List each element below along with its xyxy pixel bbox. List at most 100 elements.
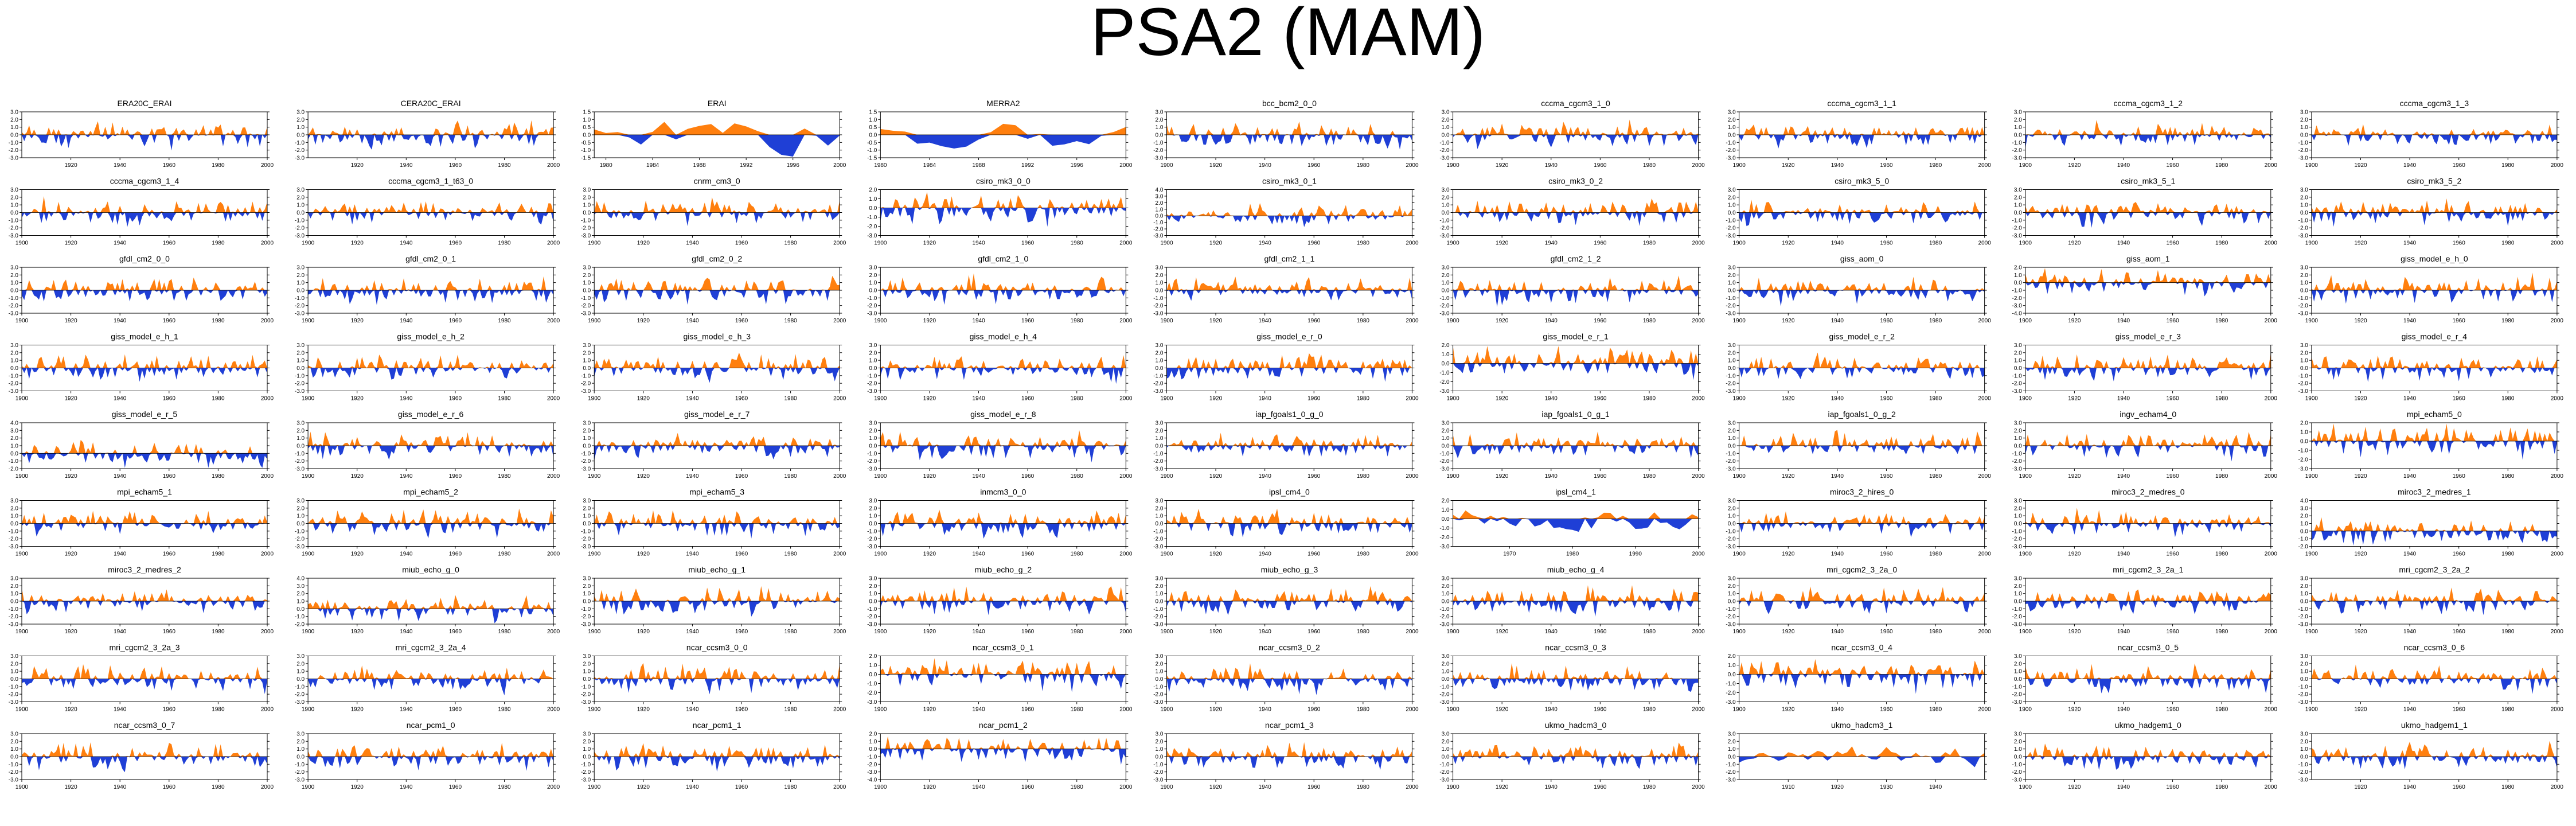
x-tick-label: 1996: [1071, 162, 1084, 169]
x-tick-label: 2000: [2265, 707, 2278, 713]
x-tick-label: 1980: [1929, 240, 1942, 247]
negative-area: [2025, 523, 2271, 537]
y-tick-label: 1.0: [1156, 513, 1164, 520]
negative-area: [594, 601, 840, 617]
y-tick-label: -3.0: [1726, 777, 1736, 784]
x-tick-label: 1920: [2068, 162, 2081, 169]
y-tick-label: 2.0: [2300, 117, 2308, 123]
y-tick-label: 0.0: [1156, 521, 1164, 527]
y-tick-label: 0.0: [583, 599, 591, 605]
panel-cccma_cgcm3_1_0: cccma_cgcm3_1_03.02.01.00.0-1.0-2.0-3.01…: [1439, 99, 1705, 169]
panel-title: mri_cgcm2_3_2a_0: [1826, 565, 1897, 574]
y-tick-label: 1.0: [583, 669, 591, 675]
x-tick-label: 1900: [874, 551, 887, 558]
panel-miroc3_2_medres_2: miroc3_2_medres_2 3.02.01.0 0.0-1.0-2.0 -3.…: [9, 565, 274, 635]
x-tick-label: 2000: [1119, 318, 1133, 324]
x-tick-label: 1960: [1021, 551, 1035, 558]
x-tick-label: 1960: [1021, 240, 1035, 247]
x-tick-label: 1960: [1307, 318, 1321, 324]
y-tick-label: -2.0: [2298, 614, 2309, 620]
x-tick-label: 1980: [1357, 318, 1370, 324]
x-tick-label: 1900: [2305, 551, 2319, 558]
y-tick-label: -2.0: [2012, 614, 2023, 620]
x-tick-label: 1940: [972, 707, 985, 713]
panel-cccma_cgcm3_1_2: cccma_cgcm3_1_23.02.01.00.0-1.0-2.0-3.01…: [2012, 99, 2278, 169]
y-tick-label: -3.0: [581, 466, 591, 473]
y-tick-label: 3.0: [10, 428, 18, 434]
x-tick-label: 1980: [2501, 240, 2515, 247]
panel-giss_model_e_r_4: giss_model_e_r_4 3.02.0 1.00.0-1.0 -2.0-3.0…: [2298, 332, 2564, 402]
panel-title: giss_model_e_r_2: [1829, 332, 1895, 341]
x-tick-label: 1960: [1021, 473, 1035, 480]
y-tick-label: 0.0: [2300, 439, 2308, 445]
y-tick-label: 0.0: [869, 746, 877, 753]
negative-area: [1166, 368, 1412, 382]
y-tick-label: -2.0: [1439, 303, 1450, 309]
x-tick-label: 1900: [588, 551, 601, 558]
x-tick-label: 1992: [1021, 162, 1035, 169]
negative-area: [2025, 368, 2271, 381]
x-tick-label: 2000: [2265, 396, 2278, 402]
y-tick-label: 2.0: [10, 505, 18, 512]
panel-giss_model_e_r_6: giss_model_e_r_6 3.02.01.00.0-1.0-2.0-3.0…: [295, 410, 560, 480]
negative-area: [594, 135, 840, 157]
x-tick-label: 1980: [1071, 318, 1084, 324]
x-tick-label: 1920: [64, 318, 77, 324]
negative-area: [1739, 523, 1985, 537]
panel-giss_model_e_h_2: giss_model_e_h_2 3.02.0 1.00.0-1.0 -2.0-3.0…: [295, 332, 560, 402]
y-tick-label: 3.0: [1442, 576, 1450, 582]
y-tick-label: -2.0: [2012, 769, 2023, 776]
panel-ukmo_hadgem1_0: ukmo_hadgem1_03.02.01.00.0-1.0-2.0-3.019…: [2012, 720, 2278, 790]
y-tick-label: -1.0: [295, 373, 305, 379]
negative-area: [1166, 446, 1412, 457]
panel-csiro_mk3_5_0: csiro_mk3_5_0 3.02.01.00.0-1.0-2.0-3.0190…: [1726, 177, 1991, 247]
y-tick-label: 3.0: [869, 576, 877, 582]
x-tick-label: 1980: [784, 629, 797, 635]
negative-area: [2311, 135, 2557, 146]
x-tick-label: 1920: [64, 551, 77, 558]
x-tick-label: 1940: [400, 396, 413, 402]
y-tick-label: 0.0: [1442, 754, 1450, 761]
y-tick-label: -1.0: [9, 762, 19, 768]
y-tick-label: -1.0: [1153, 140, 1164, 146]
panel-title: csiro_mk3_0_1: [1262, 177, 1317, 186]
y-tick-label: -3.0: [2298, 466, 2309, 473]
y-tick-label: -3.0: [1153, 622, 1164, 628]
x-tick-label: 1900: [2305, 629, 2319, 635]
y-tick-label: 0.0: [1442, 443, 1450, 450]
plot-frame: [1453, 345, 1699, 391]
y-tick-label: -1.0: [2298, 140, 2309, 146]
x-tick-label: 1920: [64, 473, 77, 480]
y-tick-label: 0.0: [296, 288, 305, 294]
x-tick-label: 1920: [923, 318, 936, 324]
y-tick-label: 1.0: [2300, 202, 2308, 209]
x-tick-label: 1920: [1209, 240, 1223, 247]
y-tick-label: 1.0: [296, 746, 305, 753]
x-tick-label: 1960: [1880, 162, 1893, 169]
y-tick-label: 0.0: [583, 133, 591, 139]
x-tick-label: 1996: [787, 162, 800, 169]
y-tick-label: -1.0: [1439, 525, 1450, 532]
y-tick-label: 2.0: [2300, 194, 2308, 201]
y-tick-label: 2.0: [869, 272, 877, 279]
x-tick-label: 1920: [2354, 473, 2367, 480]
x-tick-label: 1980: [1643, 629, 1656, 635]
panel-cccma_cgcm3_1_1: cccma_cgcm3_1_13.02.01.00.0-1.0-2.0-3.01…: [1726, 99, 1991, 169]
y-tick-label: -3.0: [1439, 622, 1450, 628]
x-tick-label: 1960: [449, 162, 462, 169]
y-tick-label: -1.0: [1439, 217, 1450, 224]
y-tick-label: 2.0: [1442, 117, 1450, 123]
y-tick-label: 2.0: [1442, 194, 1450, 201]
x-tick-label: 2000: [2551, 473, 2564, 480]
x-tick-label: 2000: [1406, 396, 1419, 402]
x-tick-label: 1900: [2019, 396, 2032, 402]
panel-gfdl_cm2_0_2: gfdl_cm2_0_2 3.02.01.0 0.0-1.0-2.0 -3.01900…: [581, 254, 846, 324]
y-tick-label: -1.0: [581, 295, 591, 302]
negative-area: [22, 368, 267, 382]
panel-title: mri_cgcm2_3_2a_1: [2113, 565, 2183, 574]
panel-gfdl_cm2_1_0: gfdl_cm2_1_0 3.02.01.0 0.0-1.0-2.0 -3.01900…: [867, 254, 1133, 324]
x-tick-label: 2000: [833, 318, 846, 324]
y-tick-label: 0.0: [296, 443, 305, 450]
